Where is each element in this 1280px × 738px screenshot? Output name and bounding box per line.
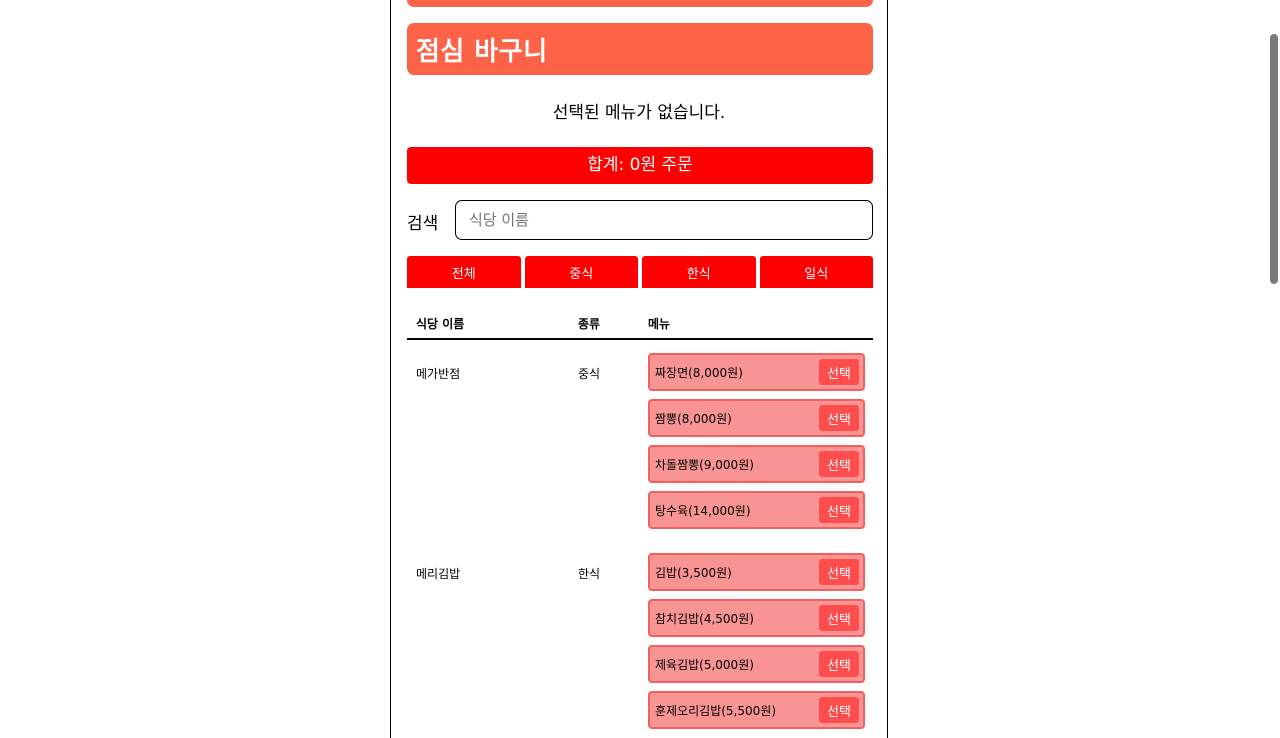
tab-chinese[interactable]: 중식	[524, 256, 638, 288]
menu-item-label: 탕수육(14,000원)	[655, 503, 751, 518]
menu-item: 제육김밥(5,000원) 선택	[648, 645, 865, 683]
lunch-basket-panel: 점심 바구니 선택된 메뉴가 없습니다. 합계: 0원 주문 검색 전체 중식 …	[390, 0, 888, 738]
column-header-menu: 메뉴	[648, 317, 671, 331]
table-header: 식당 이름 종류 메뉴	[407, 314, 873, 340]
page-scrollbar[interactable]	[1270, 34, 1278, 284]
menu-item-label: 훈제오리김밥(5,500원)	[655, 703, 776, 718]
select-menu-button[interactable]: 선택	[819, 651, 859, 677]
menu-item-label: 김밥(3,500원)	[655, 565, 732, 580]
basket-empty-message: 선택된 메뉴가 없습니다.	[552, 103, 726, 123]
column-header-name: 식당 이름	[416, 317, 465, 331]
column-header-type: 종류	[578, 317, 601, 331]
order-total-button[interactable]: 합계: 0원 주문	[407, 147, 873, 184]
menu-item: 김밥(3,500원) 선택	[648, 553, 865, 591]
menu-item-label: 짬뽕(8,000원)	[655, 411, 732, 426]
menu-item-label: 참치김밥(4,500원)	[655, 611, 754, 626]
restaurant-name: 메리김밥	[416, 567, 461, 581]
previous-section-bar	[407, 0, 873, 7]
menu-item-label: 차돌짬뽕(9,000원)	[655, 457, 754, 472]
select-menu-button[interactable]: 선택	[819, 697, 859, 723]
select-menu-button[interactable]: 선택	[819, 359, 859, 385]
tab-japanese[interactable]: 일식	[759, 256, 873, 288]
menu-item: 짬뽕(8,000원) 선택	[648, 399, 865, 437]
menu-item: 짜장면(8,000원) 선택	[648, 353, 865, 391]
menu-item: 훈제오리김밥(5,500원) 선택	[648, 691, 865, 729]
search-input[interactable]	[455, 200, 873, 240]
menu-item-label: 제육김밥(5,000원)	[655, 657, 754, 672]
select-menu-button[interactable]: 선택	[819, 405, 859, 431]
menu-item: 차돌짬뽕(9,000원) 선택	[648, 445, 865, 483]
page-title: 점심 바구니	[416, 36, 548, 67]
page-header: 점심 바구니	[407, 23, 873, 75]
menu-item: 탕수육(14,000원) 선택	[648, 491, 865, 529]
select-menu-button[interactable]: 선택	[819, 605, 859, 631]
select-menu-button[interactable]: 선택	[819, 559, 859, 585]
tab-korean[interactable]: 한식	[642, 256, 756, 288]
tab-all[interactable]: 전체	[407, 256, 521, 288]
menu-item-label: 짜장면(8,000원)	[655, 365, 743, 380]
select-menu-button[interactable]: 선택	[819, 497, 859, 523]
restaurant-name: 메가반점	[416, 367, 461, 381]
restaurant-type: 중식	[578, 367, 601, 381]
menu-item: 참치김밥(4,500원) 선택	[648, 599, 865, 637]
category-tabs: 전체 중식 한식 일식	[407, 256, 873, 288]
search-label: 검색	[407, 214, 439, 234]
restaurant-type: 한식	[578, 567, 601, 581]
select-menu-button[interactable]: 선택	[819, 451, 859, 477]
